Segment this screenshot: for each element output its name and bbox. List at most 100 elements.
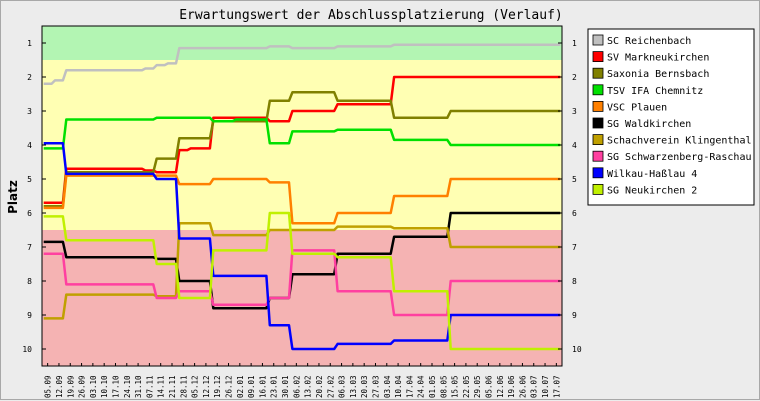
y-tick-label-left: 1 <box>27 39 32 48</box>
legend-swatch <box>592 117 604 129</box>
y-tick-label-left: 5 <box>27 175 32 184</box>
y-axis-ticks: 1 1 2 2 3 3 4 4 5 5 6 6 7 7 8 8 9 9 10 10 <box>22 39 581 354</box>
y-tick-label-right: 8 <box>572 277 577 286</box>
x-tick-label: 08.05 <box>439 375 448 398</box>
series-line-6 <box>43 211 561 310</box>
x-tick-label: 13.03 <box>349 375 358 398</box>
x-tick-label: 31.10 <box>134 375 143 398</box>
x-tick-label: 14.11 <box>157 375 166 398</box>
x-tick-label: 16.01 <box>258 375 267 398</box>
x-tick-label: 22.05 <box>462 375 471 398</box>
x-tick-label: 17.04 <box>405 375 414 398</box>
x-tick-label: 26.12 <box>225 375 234 398</box>
x-tick-label: 17.10 <box>111 375 120 398</box>
y-tick-label-left: 8 <box>27 277 32 286</box>
x-tick-label: 05.12 <box>191 375 200 398</box>
x-tick-label: 09.01 <box>247 375 256 398</box>
series-lines <box>43 43 561 351</box>
legend-swatch <box>592 67 604 79</box>
legend-label: SG Schwarzenberg-Raschau <box>607 152 752 163</box>
x-axis-ticks: 05.09 12.09 19.09 26.09 03.10 10.10 17.10 24.10… <box>44 363 561 398</box>
x-tick-label: 10.04 <box>394 375 403 398</box>
x-tick-label: 21.11 <box>168 375 177 398</box>
legend-label: Wilkau-Haßlau 4 <box>607 169 697 180</box>
x-tick-label: 20.03 <box>360 375 369 398</box>
x-tick-label: 06.03 <box>338 375 347 398</box>
x-tick-label: 13.02 <box>304 375 313 398</box>
x-tick-label: 03.04 <box>383 375 392 398</box>
x-tick-label: 02.01 <box>236 375 245 398</box>
plot-frame <box>41 25 563 367</box>
y-tick-label-left: 6 <box>27 209 32 218</box>
legend-label: SV Markneukirchen <box>607 53 709 64</box>
legend-label: TSV IFA Chemnitz <box>607 86 703 97</box>
legend-swatch <box>592 134 604 146</box>
y-tick-label-right: 4 <box>572 141 577 150</box>
legend-label: VSC Plauen <box>607 102 667 113</box>
x-tick-label: 15.05 <box>451 375 460 398</box>
legend-box <box>587 28 755 206</box>
series-line-4 <box>43 116 561 150</box>
x-tick-label: 10.10 <box>100 375 109 398</box>
x-tick-label: 19.09 <box>66 375 75 398</box>
legend-label: Saxonia Bernsbach <box>607 69 709 80</box>
series-line-1 <box>43 43 561 86</box>
legend-label: SG Waldkirchen <box>607 119 691 130</box>
x-tick-label: 10.07 <box>541 375 550 398</box>
legend: SC Reichenbach SV Markneukirchen Saxonia B… <box>587 28 755 206</box>
y-tick-label-right: 9 <box>572 311 577 320</box>
x-tick-label: 23.01 <box>270 375 279 398</box>
x-tick-label: 29.05 <box>473 375 482 398</box>
x-tick-label: 19.06 <box>507 375 516 398</box>
x-tick-label: 12.06 <box>496 375 505 398</box>
x-tick-label: 30.01 <box>281 375 290 398</box>
x-tick-label: 24.04 <box>417 375 426 398</box>
x-tick-label: 27.03 <box>371 375 380 398</box>
x-tick-label: 06.02 <box>292 375 301 398</box>
x-tick-label: 24.10 <box>123 375 132 398</box>
x-tick-label: 17.07 <box>552 375 561 398</box>
y-tick-label-right: 1 <box>572 39 577 48</box>
series-line-5 <box>43 174 561 225</box>
y-tick-label-right: 5 <box>572 175 577 184</box>
x-tick-label: 12.12 <box>202 375 211 398</box>
series-line-2 <box>43 75 561 205</box>
y-tick-label-right: 2 <box>572 73 577 82</box>
legend-swatch <box>592 101 604 112</box>
series-line-8 <box>43 249 561 317</box>
series-line-7 <box>43 221 561 320</box>
x-tick-label: 27.02 <box>326 375 335 398</box>
x-tick-label: 20.02 <box>315 375 324 398</box>
legend-swatch <box>592 84 604 96</box>
legend-label: Schachverein Klingenthal <box>607 136 752 147</box>
legend-swatch <box>592 183 604 195</box>
legend-swatch <box>592 51 604 62</box>
legend-label: SC Reichenbach <box>607 36 691 47</box>
y-axis-label: Platz <box>6 180 20 214</box>
x-tick-label: 03.07 <box>530 375 539 398</box>
x-tick-label: 12.09 <box>55 375 64 398</box>
y-tick-label-left: 10 <box>22 345 32 354</box>
x-tick-label: 26.06 <box>518 375 527 398</box>
y-tick-label-left: 3 <box>27 107 32 116</box>
x-tick-label: 19.12 <box>213 375 222 398</box>
legend-swatch <box>592 34 604 46</box>
y-tick-label-left: 4 <box>27 141 32 150</box>
x-tick-label: 26.09 <box>78 375 87 398</box>
series-line-3 <box>43 91 561 208</box>
legend-swatch <box>592 150 604 162</box>
x-tick-label: 01.05 <box>428 375 437 398</box>
x-tick-label: 03.10 <box>89 375 98 398</box>
background-zone <box>42 26 562 60</box>
x-tick-label: 05.09 <box>44 375 53 398</box>
y-tick-label-right: 7 <box>572 243 577 252</box>
x-tick-label: 28.11 <box>179 375 188 398</box>
y-tick-label-right: 10 <box>572 345 582 354</box>
y-tick-label-right: 3 <box>572 107 577 116</box>
chart-title: Erwartungswert der Abschlussplatzierung … <box>179 8 563 23</box>
series-line-10 <box>43 211 561 351</box>
series-line-9 <box>43 142 561 351</box>
x-tick-label: 05.06 <box>485 375 494 398</box>
